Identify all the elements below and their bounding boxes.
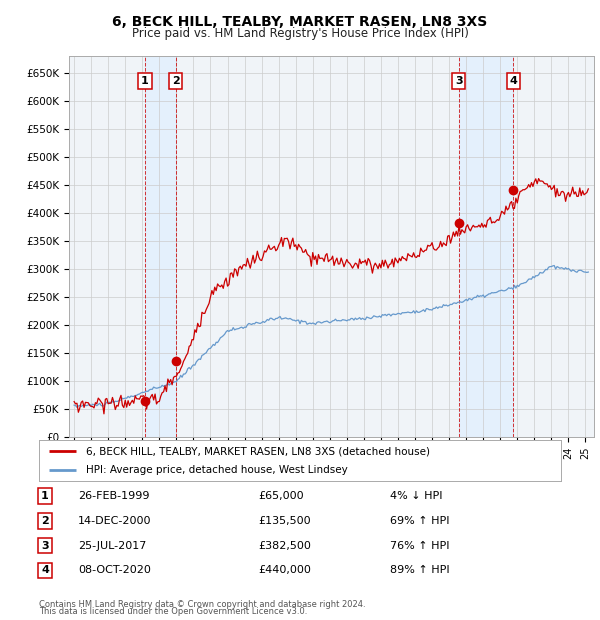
Text: 26-FEB-1999: 26-FEB-1999	[78, 491, 149, 501]
Text: £382,500: £382,500	[258, 541, 311, 551]
Text: 89% ↑ HPI: 89% ↑ HPI	[390, 565, 449, 575]
Text: 3: 3	[455, 76, 463, 86]
Text: 2: 2	[41, 516, 49, 526]
Text: 1: 1	[41, 491, 49, 501]
Text: 4% ↓ HPI: 4% ↓ HPI	[390, 491, 443, 501]
Text: 69% ↑ HPI: 69% ↑ HPI	[390, 516, 449, 526]
Text: 1: 1	[141, 76, 149, 86]
Text: Contains HM Land Registry data © Crown copyright and database right 2024.: Contains HM Land Registry data © Crown c…	[39, 600, 365, 609]
Text: 2: 2	[172, 76, 179, 86]
Text: 25-JUL-2017: 25-JUL-2017	[78, 541, 146, 551]
Text: This data is licensed under the Open Government Licence v3.0.: This data is licensed under the Open Gov…	[39, 607, 307, 616]
Text: 6, BECK HILL, TEALBY, MARKET RASEN, LN8 3XS: 6, BECK HILL, TEALBY, MARKET RASEN, LN8 …	[112, 16, 488, 30]
Bar	[459, 56, 514, 437]
Text: £135,500: £135,500	[258, 516, 311, 526]
Text: £65,000: £65,000	[258, 491, 304, 501]
Text: 76% ↑ HPI: 76% ↑ HPI	[390, 541, 449, 551]
Text: 4: 4	[41, 565, 49, 575]
Text: 4: 4	[509, 76, 517, 86]
Text: HPI: Average price, detached house, West Lindsey: HPI: Average price, detached house, West…	[86, 466, 348, 476]
Text: 08-OCT-2020: 08-OCT-2020	[78, 565, 151, 575]
Text: £440,000: £440,000	[258, 565, 311, 575]
Text: 14-DEC-2000: 14-DEC-2000	[78, 516, 151, 526]
Text: 6, BECK HILL, TEALBY, MARKET RASEN, LN8 3XS (detached house): 6, BECK HILL, TEALBY, MARKET RASEN, LN8 …	[86, 446, 430, 456]
Bar	[145, 56, 176, 437]
Text: 3: 3	[41, 541, 49, 551]
Text: Price paid vs. HM Land Registry's House Price Index (HPI): Price paid vs. HM Land Registry's House …	[131, 27, 469, 40]
